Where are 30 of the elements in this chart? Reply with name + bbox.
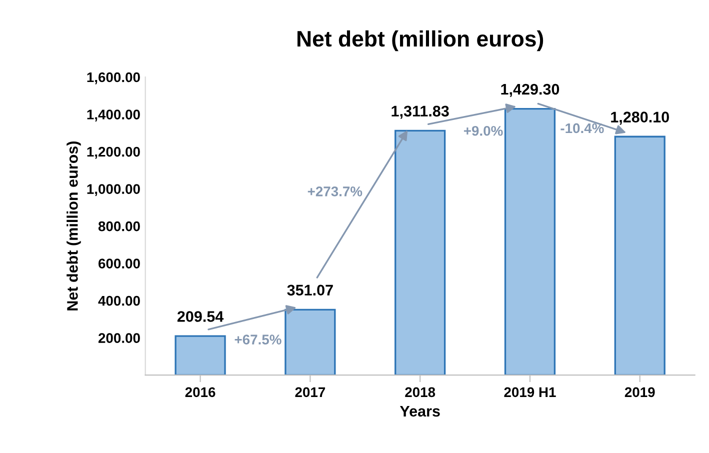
chart-title: Net debt (million euros) bbox=[298, 30, 544, 52]
data-label: 1,311.83 bbox=[392, 106, 449, 119]
bar bbox=[284, 308, 336, 376]
data-label: 351.07 bbox=[287, 284, 333, 296]
data-label: 209.54 bbox=[177, 311, 224, 322]
annotation: +67.5% bbox=[234, 334, 282, 344]
y-tick-label: 1,600.00 bbox=[87, 72, 140, 84]
data-label: 1,429.30 bbox=[501, 84, 560, 97]
x-tick-label: 2018 bbox=[405, 387, 436, 398]
x-axis-title: Years bbox=[400, 406, 440, 417]
bar bbox=[174, 335, 226, 376]
y-tick-label: 1,400.00 bbox=[87, 110, 140, 122]
y-tick-label: 400.00 bbox=[98, 296, 140, 306]
bar bbox=[614, 136, 666, 376]
y-tick-label: 1,000.00 bbox=[87, 184, 140, 196]
y-axis-title: Net debt (million euros) bbox=[66, 142, 81, 310]
x-tick-label: 2019 bbox=[624, 387, 655, 398]
y-tick-label: 200.00 bbox=[98, 333, 140, 343]
x-tick-label: 2019 H1 bbox=[504, 387, 556, 398]
annotation: -10.4% bbox=[560, 123, 604, 134]
bar bbox=[394, 130, 446, 376]
y-tick-label: 600.00 bbox=[98, 258, 140, 268]
annotation: +273.7% bbox=[308, 186, 362, 196]
x-tick-label: 2016 bbox=[185, 387, 216, 398]
bar bbox=[504, 108, 556, 376]
y-tick-label: 800.00 bbox=[98, 221, 140, 232]
data-label: 1,280.10 bbox=[611, 112, 669, 125]
y-tick-label: 1,200.00 bbox=[87, 146, 140, 159]
annotation: +9.0% bbox=[464, 126, 503, 136]
x-tick-label: 2017 bbox=[295, 387, 326, 398]
